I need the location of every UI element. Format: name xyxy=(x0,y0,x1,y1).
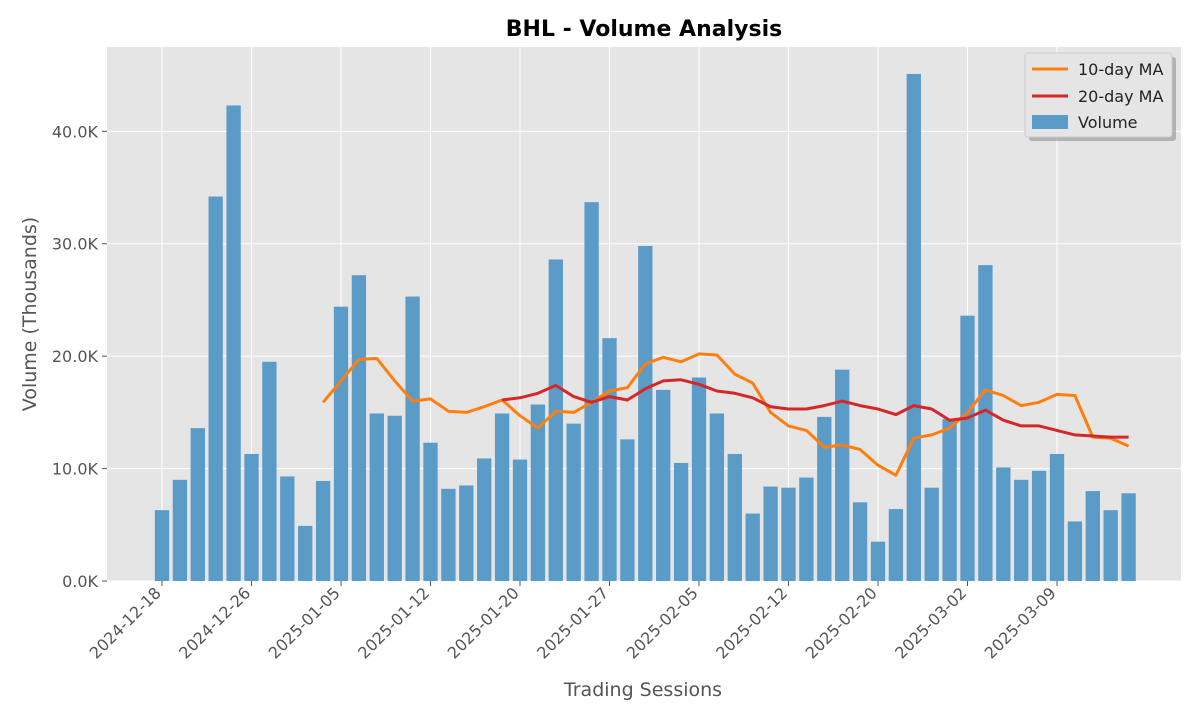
volume-bar xyxy=(638,245,653,581)
volume-bar xyxy=(620,439,635,581)
volume-bar xyxy=(208,196,223,581)
volume-bar xyxy=(154,510,170,581)
x-tick-label: 2025-01-27 xyxy=(533,583,612,662)
volume-bar xyxy=(172,479,188,581)
volume-bar xyxy=(387,415,402,581)
volume-bar xyxy=(1103,510,1118,581)
volume-bar xyxy=(978,265,993,581)
x-tick-label: 2025-02-12 xyxy=(712,583,791,662)
legend-label-ma10: 10-day MA xyxy=(1078,60,1163,79)
volume-bar xyxy=(530,404,546,581)
volume-bar xyxy=(566,423,581,581)
volume-bar xyxy=(673,462,689,581)
chart-title: BHL - Volume Analysis xyxy=(506,17,782,42)
volume-bar xyxy=(584,202,599,581)
volume-bar xyxy=(1121,493,1136,581)
volume-bar xyxy=(942,419,957,581)
y-tick-label: 40.0K xyxy=(52,122,99,141)
legend-swatch-volume xyxy=(1032,115,1068,129)
legend-label-volume: Volume xyxy=(1078,113,1138,132)
volume-bar xyxy=(888,509,904,581)
volume-bar xyxy=(459,485,474,581)
ma10-line xyxy=(321,352,1130,477)
volume-bar xyxy=(763,486,778,581)
moving-average-lines xyxy=(321,352,1130,477)
volume-bar xyxy=(548,259,563,581)
volume-bar xyxy=(280,476,295,581)
volume-bar xyxy=(1049,453,1065,581)
volume-bar xyxy=(333,306,349,581)
volume-bar xyxy=(602,338,617,581)
volume-bar xyxy=(423,442,438,581)
volume-bar xyxy=(870,541,886,581)
legend: 10-day MA 20-day MA Volume xyxy=(1024,52,1176,141)
volume-bar xyxy=(799,477,814,581)
legend-label-ma20: 20-day MA xyxy=(1078,87,1163,106)
volume-bar xyxy=(656,389,671,581)
x-tick-label: 2024-12-18 xyxy=(86,583,165,662)
volume-bar xyxy=(709,413,725,581)
volume-bar xyxy=(1031,470,1047,581)
x-tick-label: 2025-01-20 xyxy=(444,583,523,662)
x-tick-label: 2024-12-26 xyxy=(175,583,254,662)
volume-bar xyxy=(727,453,742,581)
y-tick-label: 0.0K xyxy=(62,572,98,591)
y-tick-label: 30.0K xyxy=(52,235,99,254)
x-tick-label: 2025-01-05 xyxy=(265,583,344,662)
volume-bar xyxy=(262,361,277,581)
x-axis: 2024-12-18 2024-12-26 2025-01-05 2025-01-12… xyxy=(86,581,1060,663)
volume-bar xyxy=(835,369,850,581)
x-tick-label: 2025-02-20 xyxy=(802,583,881,662)
volume-bar xyxy=(1067,521,1083,581)
volume-bar xyxy=(924,487,939,581)
volume-bar xyxy=(405,296,420,581)
x-tick-label: 2025-02-05 xyxy=(623,583,702,662)
volume-bar xyxy=(351,275,367,581)
volume-bar xyxy=(996,467,1011,581)
volume-bar xyxy=(477,458,492,581)
x-axis-label: Trading Sessions xyxy=(563,679,722,701)
volume-bar xyxy=(1085,491,1100,581)
y-tick-label: 20.0K xyxy=(52,347,99,366)
volume-bar xyxy=(781,487,796,581)
ma20-line xyxy=(501,378,1129,439)
volume-bar xyxy=(315,480,331,581)
volume-bar xyxy=(852,502,868,581)
volume-bar xyxy=(817,416,832,581)
volume-bar xyxy=(1014,479,1029,581)
volume-bar xyxy=(512,459,528,581)
y-tick-label: 10.0K xyxy=(52,460,99,479)
volume-bars xyxy=(154,73,1136,582)
x-tick-label: 2025-03-02 xyxy=(891,583,970,662)
y-axis: 0.0K 10.0K 20.0K 30.0K 40.0K xyxy=(52,122,107,591)
volume-bar xyxy=(906,73,921,582)
volume-bar xyxy=(960,315,975,581)
volume-bar xyxy=(298,525,313,581)
volume-bar xyxy=(691,377,707,581)
volume-bar xyxy=(441,488,456,581)
volume-bar xyxy=(190,428,205,581)
volume-bar xyxy=(745,513,760,581)
x-tick-label: 2025-01-12 xyxy=(354,583,433,662)
volume-bar xyxy=(226,105,241,581)
volume-bar xyxy=(494,413,510,581)
x-tick-label: 2025-03-09 xyxy=(981,583,1060,662)
volume-bar xyxy=(369,413,384,581)
volume-bar xyxy=(244,453,259,581)
y-axis-label: Volume (Thousands) xyxy=(19,217,41,411)
